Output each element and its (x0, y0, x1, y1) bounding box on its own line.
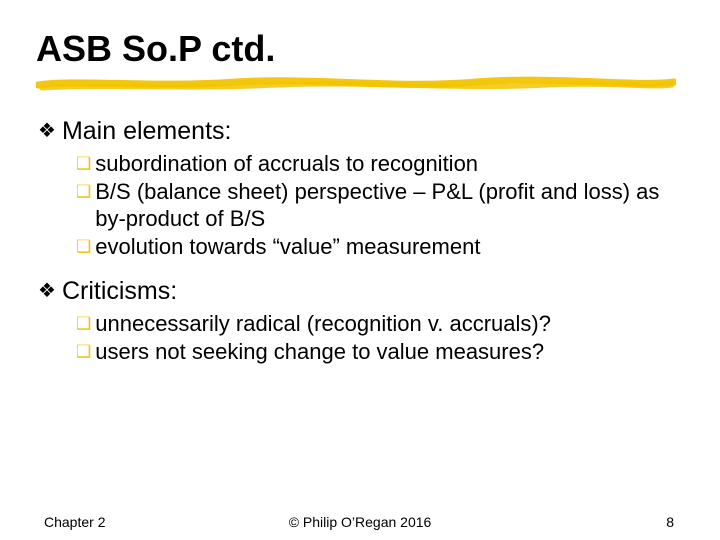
square-bullet-icon: ❑ (76, 310, 91, 337)
footer-copyright: © Philip O’Regan 2016 (0, 514, 720, 530)
slide-content: ❖ Main elements: ❑ subordination of accr… (36, 116, 684, 365)
title-underline (36, 76, 676, 90)
list-item-text: evolution towards “value” measurement (95, 233, 480, 260)
section-heading: ❖ Criticisms: (38, 276, 684, 306)
section-heading-text: Criticisms: (62, 276, 177, 306)
list-item: ❑ evolution towards “value” measurement (76, 233, 684, 260)
square-bullet-icon: ❑ (76, 233, 91, 260)
slide-title: ASB So.P ctd. (36, 28, 684, 70)
diamond-bullet-icon: ❖ (38, 276, 56, 306)
diamond-bullet-icon: ❖ (38, 116, 56, 146)
square-bullet-icon: ❑ (76, 178, 91, 205)
section-heading: ❖ Main elements: (38, 116, 684, 146)
section-items: ❑ unnecessarily radical (recognition v. … (38, 310, 684, 365)
square-bullet-icon: ❑ (76, 150, 91, 177)
footer-page-number: 8 (666, 514, 674, 530)
list-item: ❑ B/S (balance sheet) perspective – P&L … (76, 178, 684, 232)
section-items: ❑ subordination of accruals to recogniti… (38, 150, 684, 260)
list-item-text: users not seeking change to value measur… (95, 338, 544, 365)
list-item-text: subordination of accruals to recognition (95, 150, 478, 177)
brushstroke-icon (36, 76, 676, 92)
list-item: ❑ unnecessarily radical (recognition v. … (76, 310, 684, 337)
list-item-text: B/S (balance sheet) perspective – P&L (p… (95, 178, 684, 232)
section-heading-text: Main elements: (62, 116, 232, 146)
list-item: ❑ users not seeking change to value meas… (76, 338, 684, 365)
list-item: ❑ subordination of accruals to recogniti… (76, 150, 684, 177)
square-bullet-icon: ❑ (76, 338, 91, 365)
slide: ASB So.P ctd. ❖ Main elements: ❑ subordi… (0, 0, 720, 540)
list-item-text: unnecessarily radical (recognition v. ac… (95, 310, 551, 337)
